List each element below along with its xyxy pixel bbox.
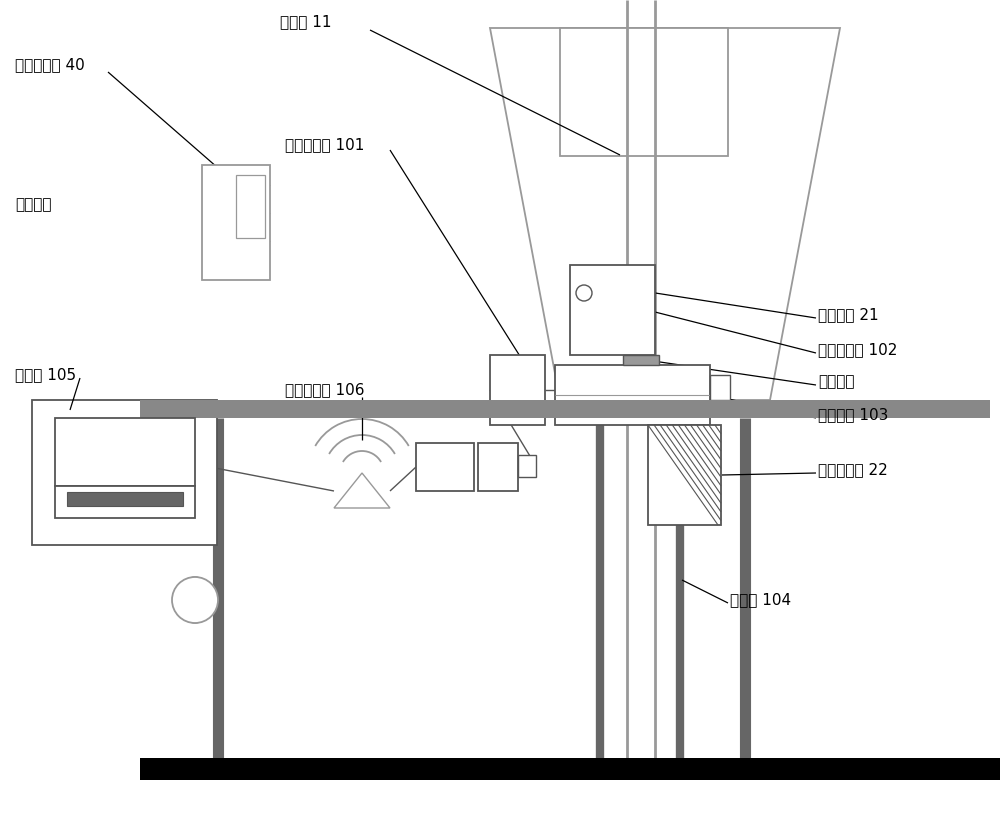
- Bar: [202, 165, 270, 280]
- Polygon shape: [490, 28, 840, 400]
- Bar: [560, 28, 728, 156]
- Bar: [55, 418, 195, 486]
- Bar: [236, 175, 265, 238]
- Text: 摄像头 11: 摄像头 11: [280, 14, 332, 29]
- Text: 数据采集器 101: 数据采集器 101: [285, 137, 364, 152]
- Bar: [478, 443, 518, 491]
- Text: 上扣位置: 上扣位置: [818, 375, 854, 390]
- Text: 标签检测器 22: 标签检测器 22: [818, 462, 888, 477]
- Text: 液压大钓 103: 液压大钓 103: [818, 407, 888, 422]
- Bar: [555, 365, 710, 425]
- Bar: [140, 758, 1000, 780]
- Bar: [490, 355, 545, 425]
- Text: 上位机 105: 上位机 105: [15, 368, 76, 383]
- Bar: [67, 492, 183, 506]
- Bar: [623, 355, 659, 365]
- Bar: [710, 375, 730, 400]
- Polygon shape: [334, 473, 390, 508]
- Bar: [32, 400, 217, 545]
- Text: 工具标签 21: 工具标签 21: [818, 308, 879, 323]
- Circle shape: [172, 577, 218, 623]
- Text: 防溢管 104: 防溢管 104: [730, 593, 791, 608]
- Circle shape: [576, 285, 592, 301]
- Bar: [648, 425, 721, 525]
- Text: 固完井工具 102: 固完井工具 102: [818, 343, 897, 358]
- Bar: [416, 443, 474, 491]
- Bar: [55, 486, 195, 518]
- Text: 远程传输: 远程传输: [15, 197, 52, 212]
- Bar: [570, 265, 655, 355]
- Bar: [140, 400, 990, 418]
- Text: 无线传输器 106: 无线传输器 106: [285, 383, 364, 397]
- Bar: [518, 455, 536, 477]
- Text: 远程服务器 40: 远程服务器 40: [15, 58, 85, 73]
